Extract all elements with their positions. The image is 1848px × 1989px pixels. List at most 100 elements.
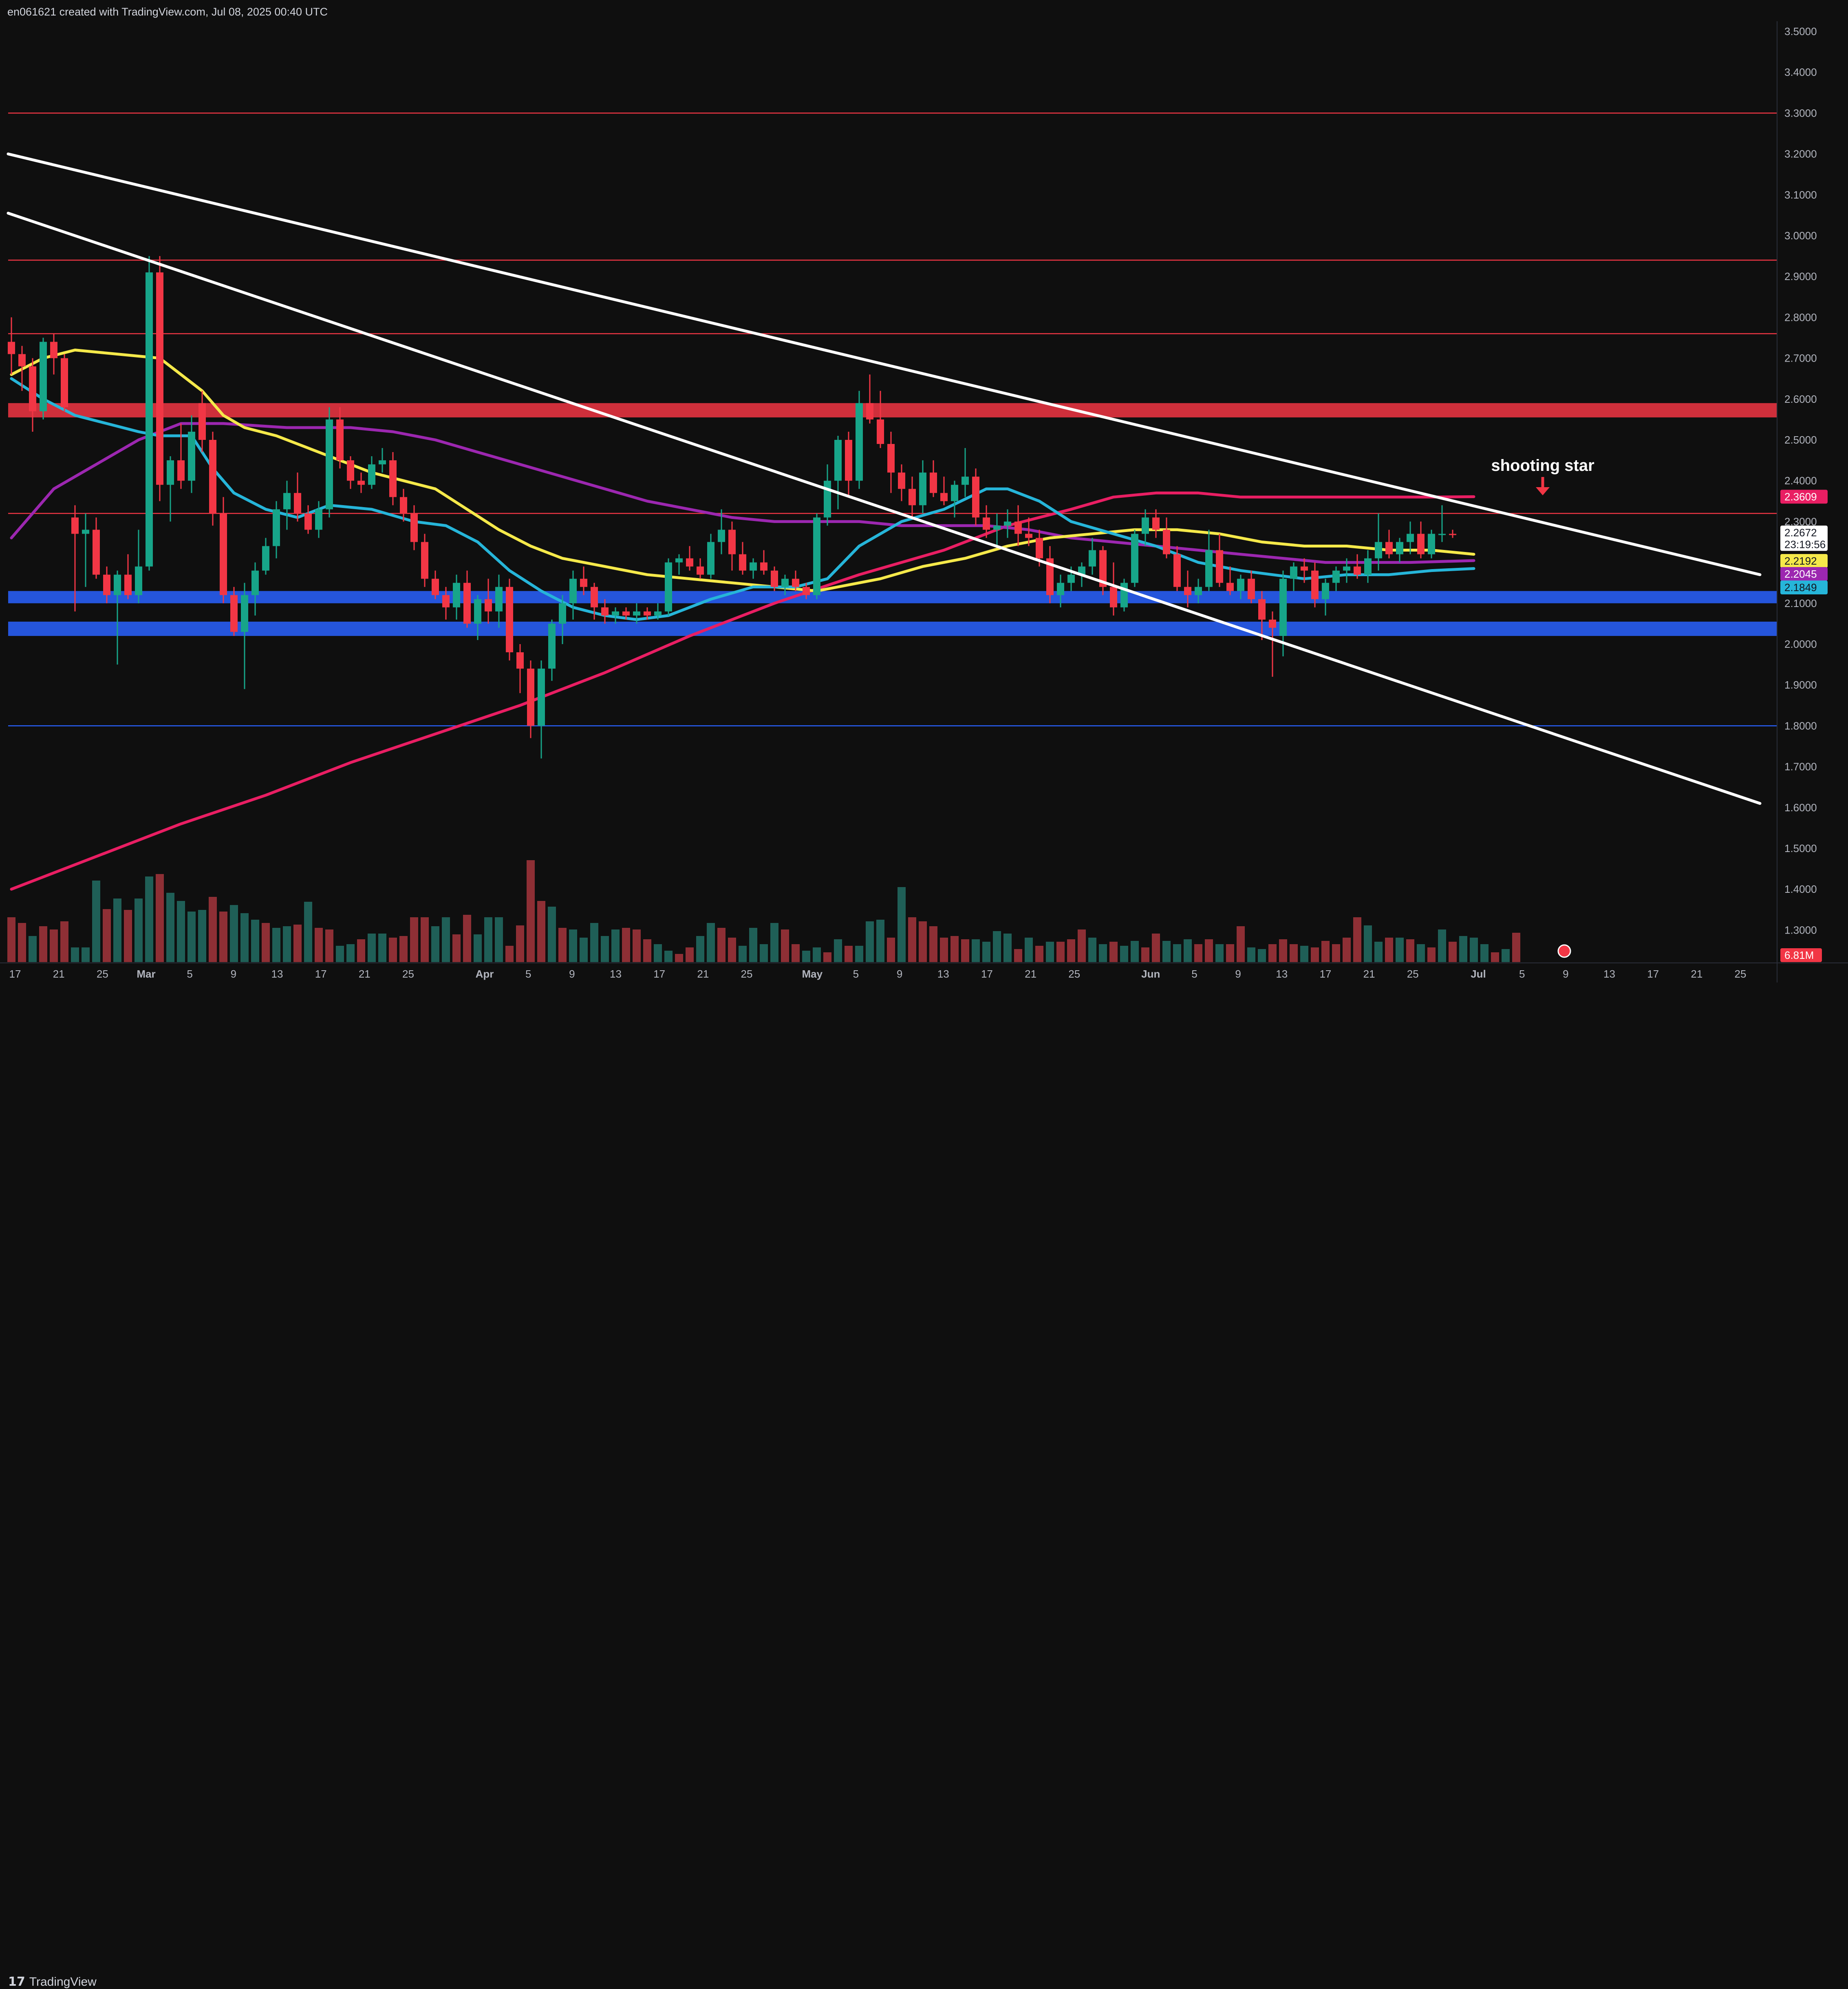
trendline-0 <box>7 152 1762 576</box>
ma-pink-line <box>10 491 1475 891</box>
candle-body <box>463 583 471 624</box>
volume-tag-bg <box>1780 948 1822 962</box>
volume-bar <box>537 901 545 962</box>
candle-body <box>930 472 937 493</box>
price-tag-bg <box>1780 581 1828 594</box>
candle-body <box>82 530 89 534</box>
price-tick-label: 1.4000 <box>1784 883 1817 895</box>
price-tick-label: 2.6000 <box>1784 393 1817 405</box>
volume-bar <box>1491 952 1499 962</box>
candle-body <box>718 530 725 542</box>
candle-body <box>1375 542 1382 559</box>
candle-body <box>230 595 238 632</box>
volume-bar <box>548 907 556 962</box>
candle-body <box>813 517 820 595</box>
brand-name: TradingView <box>29 1975 97 1989</box>
volume-bar <box>696 936 704 962</box>
candle-body <box>771 570 778 587</box>
time-tick-label: 25 <box>97 968 108 980</box>
candle-body <box>1036 538 1043 559</box>
candle-body <box>1226 583 1234 591</box>
price-tick-label: 3.1000 <box>1784 189 1817 201</box>
volume-bar <box>1109 942 1118 962</box>
volume-bar <box>749 928 757 962</box>
volume-bar <box>1067 939 1075 962</box>
candle-body <box>1099 550 1107 587</box>
price-tag-bg <box>1780 490 1828 504</box>
candle-body <box>834 440 842 481</box>
candle-body <box>1089 550 1096 567</box>
candle-body <box>559 603 566 624</box>
volume-bar <box>399 936 408 962</box>
volume-bar <box>378 934 386 962</box>
volume-bar <box>1088 938 1096 962</box>
candle-body <box>485 599 492 611</box>
time-tick-label: 25 <box>1407 968 1419 980</box>
price-tick-label: 2.7000 <box>1784 352 1817 364</box>
candle-body <box>654 611 662 616</box>
candle-body <box>18 354 26 366</box>
volume-bar <box>336 946 344 962</box>
footer-bar: 17 TradingView <box>0 982 1848 1989</box>
price-tag-bg <box>1780 567 1828 581</box>
volume-bar <box>1152 934 1160 962</box>
time-tick-label: 9 <box>231 968 236 980</box>
candle-body <box>1014 521 1022 534</box>
volume-bar <box>293 925 302 962</box>
price-chart[interactable]: shooting star 3.50003.40003.30003.20003.… <box>0 0 1848 1014</box>
candle-body <box>1152 517 1160 530</box>
volume-bar <box>145 876 153 962</box>
volume-bar <box>1321 941 1330 962</box>
time-tick-label: 21 <box>53 968 65 980</box>
volume-bar <box>1290 944 1298 962</box>
volume-bar <box>283 926 291 962</box>
candle-body <box>135 566 142 595</box>
volume-bar <box>929 926 937 962</box>
time-tick-label: 5 <box>187 968 192 980</box>
price-tick-label: 2.8000 <box>1784 311 1817 323</box>
volume-bar <box>219 912 227 962</box>
candle-body <box>262 546 269 571</box>
volume-bar <box>601 936 609 962</box>
candle-body <box>792 578 799 587</box>
volume-bar <box>1300 946 1308 962</box>
volume-bar <box>845 946 853 962</box>
volume-bar <box>346 944 355 962</box>
candle-body <box>665 562 672 611</box>
time-tick-label: 5 <box>525 968 531 980</box>
volume-bar <box>484 917 492 962</box>
candle-body <box>1025 534 1032 538</box>
candle-body <box>1173 554 1181 587</box>
price-tag-label: 2.2192 <box>1784 555 1817 567</box>
candle-body <box>167 460 174 485</box>
time-tick-label: 25 <box>402 968 414 980</box>
volume-bar <box>622 928 630 962</box>
tradingview-logo[interactable]: 17 TradingView <box>8 1975 97 1989</box>
candle-body <box>474 599 481 624</box>
candle-body <box>1290 566 1297 579</box>
candle-body <box>697 566 704 575</box>
volume-bar <box>357 939 365 962</box>
candle-body <box>569 578 577 603</box>
volume-bar <box>1078 929 1086 962</box>
volume-bar <box>1099 944 1107 962</box>
candle-body <box>1067 574 1075 583</box>
volume-bar <box>887 938 895 962</box>
credit-text: en061621 created with TradingView.com, J… <box>7 6 328 18</box>
volume-bar <box>251 920 259 962</box>
volume-bar <box>39 926 47 962</box>
candle-body <box>1258 599 1266 620</box>
volume-bar <box>823 952 831 962</box>
candle-body <box>177 460 185 481</box>
volume-bar <box>770 923 778 962</box>
candle-body <box>548 623 556 669</box>
support-zone-1 <box>8 621 1777 636</box>
candle-body <box>1004 521 1011 526</box>
volume-bar <box>972 939 980 962</box>
volume-bar <box>558 928 567 962</box>
candle-body <box>538 669 545 726</box>
candle-body <box>972 477 979 518</box>
candle-body <box>866 403 873 419</box>
candle-body <box>887 444 895 473</box>
volume-bar <box>1025 938 1033 962</box>
